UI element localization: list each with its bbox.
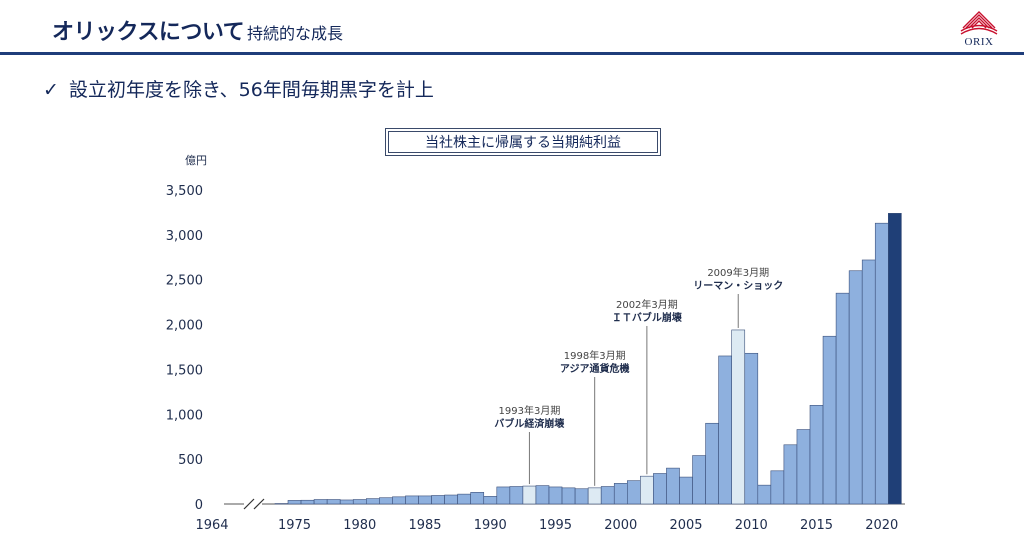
x-tick-label: 2015 — [800, 518, 833, 533]
orix-logo-icon — [960, 11, 998, 35]
annotation-date: 2002年3月期 — [616, 298, 678, 311]
annotation-date: 1993年3月期 — [499, 404, 561, 417]
axis-break-mark — [253, 498, 265, 510]
bar-1978 — [326, 499, 341, 505]
bar-1987 — [444, 494, 458, 505]
bar-1996 — [561, 487, 576, 505]
bar-2005 — [679, 476, 693, 505]
x-tick-label: 1990 — [474, 518, 507, 533]
y-tick-label: 2,500 — [166, 274, 203, 289]
bar-1988 — [457, 493, 471, 505]
y-tick-label: 1,000 — [166, 408, 203, 423]
bar-2007 — [705, 422, 719, 505]
annotation-event: リーマン・ショック — [693, 280, 783, 292]
bar-1982 — [379, 497, 393, 505]
annotation-event: ＩＴバブル崩壊 — [612, 311, 683, 324]
x-tick-label: 2020 — [865, 518, 898, 533]
header-divider — [0, 52, 1024, 55]
bar-2020 — [874, 222, 889, 505]
bar-2010 — [744, 352, 759, 505]
annotation-date: 2009年3月期 — [707, 266, 769, 279]
bar-2013 — [783, 444, 798, 505]
bar-1983 — [392, 496, 406, 505]
annotation-date: 1998年3月期 — [564, 349, 626, 362]
bar-1991 — [496, 486, 511, 505]
x-tick-label: 2000 — [604, 518, 637, 533]
x-tick-label: 1975 — [278, 518, 311, 533]
chart-title-box: 当社株主に帰属する当期純利益 — [385, 128, 661, 156]
bar-1995 — [548, 486, 563, 505]
x-tick-label: 2005 — [669, 518, 702, 533]
bar-1974 — [274, 503, 289, 505]
bar-1975 — [287, 500, 302, 505]
bar-1986 — [431, 495, 445, 505]
page-title: オリックスについて — [52, 20, 245, 45]
y-tick-label: 500 — [178, 453, 203, 468]
bar-1989 — [470, 492, 485, 505]
check-icon: ✓ — [43, 79, 59, 101]
bar-2000 — [613, 483, 628, 505]
bar-2011 — [757, 484, 772, 505]
bar-1979 — [339, 499, 354, 505]
bar-2019 — [861, 259, 876, 505]
y-tick-label: 1,500 — [166, 363, 203, 378]
bar-2003 — [653, 473, 667, 505]
y-axis-unit: 億円 — [185, 154, 207, 167]
bar-1998 — [587, 487, 602, 505]
bar-2004 — [666, 467, 680, 505]
bar-1992 — [509, 486, 524, 505]
y-tick-label: 3,500 — [166, 184, 203, 199]
bar-1999 — [600, 486, 615, 505]
logo-wordmark: ORIX — [964, 36, 994, 48]
bar-2012 — [770, 470, 785, 505]
bar-1981 — [365, 498, 380, 505]
bar-2017 — [835, 292, 850, 505]
header-bar: オリックスについて 持続的な成長 ORIX — [0, 0, 1024, 58]
bar-2009 — [731, 329, 746, 505]
x-tick-label: 1980 — [343, 518, 376, 533]
y-tick-label: 2,000 — [166, 319, 203, 334]
bar-1977 — [313, 499, 328, 505]
bar-2001 — [626, 480, 641, 505]
x-tick-label: 1985 — [408, 518, 441, 533]
annotation-event: バブル経済崩壊 — [494, 417, 565, 430]
bar-2015 — [809, 405, 824, 505]
bar-1994 — [535, 485, 550, 505]
bar-2016 — [822, 335, 837, 505]
bar-2014 — [796, 429, 811, 505]
bar-1997 — [574, 488, 589, 505]
bar-1990 — [483, 496, 498, 505]
x-tick-label: 1995 — [539, 518, 572, 533]
bar-2006 — [692, 455, 706, 505]
bar-1993 — [522, 485, 537, 505]
summary-bullet: ✓ 設立初年度を除き、56年間毎期黒字を計上 — [43, 75, 434, 102]
x-tick-label: 2010 — [735, 518, 768, 533]
y-tick-label: 0 — [195, 498, 203, 513]
summary-text: 設立初年度を除き、56年間毎期黒字を計上 — [69, 79, 434, 101]
bar-1985 — [418, 495, 432, 505]
axis-break-mark — [243, 498, 255, 510]
y-tick-label: 3,000 — [166, 229, 203, 244]
bar-2008 — [718, 355, 733, 505]
bar-1980 — [352, 499, 367, 505]
orix-logo: ORIX — [953, 6, 1005, 50]
bar-1976 — [300, 499, 315, 505]
chart-title: 当社株主に帰属する当期純利益 — [388, 131, 658, 153]
page-subtitle: 持続的な成長 — [247, 24, 344, 43]
bar-2021 — [887, 213, 902, 505]
bar-1984 — [405, 495, 419, 505]
bar-2018 — [848, 270, 863, 505]
annotation-event: アジア通貨危機 — [560, 362, 630, 375]
x-tick-label: 1964 — [195, 518, 228, 533]
bar-2002 — [640, 475, 654, 505]
